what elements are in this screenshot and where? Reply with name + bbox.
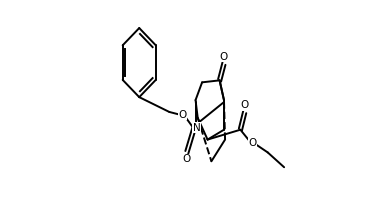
Text: O: O — [241, 100, 249, 110]
Text: O: O — [220, 52, 228, 62]
Text: O: O — [178, 110, 186, 120]
Text: O: O — [248, 138, 257, 148]
Text: O: O — [183, 154, 191, 164]
Text: N: N — [193, 123, 200, 133]
